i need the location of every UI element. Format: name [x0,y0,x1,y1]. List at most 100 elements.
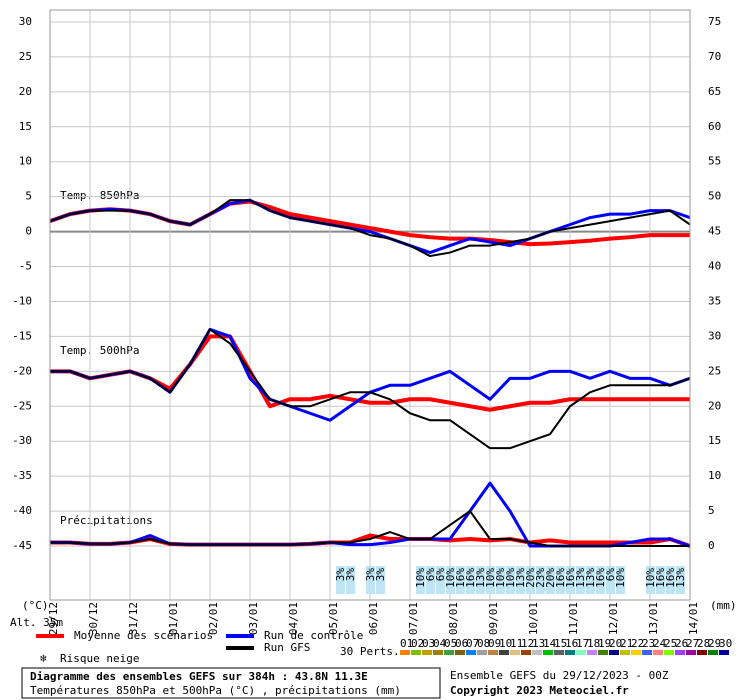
member-swatch [697,650,707,655]
x-tick-label: 03/01 [247,602,260,635]
member-label: 13 [532,637,545,650]
snow-risk-box [486,566,495,594]
y-tick-label: -30 [12,434,32,447]
snow-risk-label: 10% [414,568,427,588]
member-label: 05 [444,637,457,650]
x-tick-label: 07/01 [407,602,420,635]
member-swatch [653,650,663,655]
snow-risk-box [616,566,625,594]
snow-risk-box [516,566,525,594]
y2-tick-label: 0 [708,539,715,552]
member-swatch [543,650,553,655]
snow-risk-box [476,566,485,594]
altitude: Alt. 35m [10,616,63,629]
member-label: 09 [488,637,501,650]
member-swatch [598,650,608,655]
series-line [49,199,691,258]
member-label: 22 [631,637,644,650]
member-label: 21 [620,637,633,650]
x-tick-label: 30/12 [87,602,100,635]
member-swatch [631,650,641,655]
snow-risk-box [646,566,655,594]
snow-risk-label: 3% [374,568,387,582]
snow-risk-box [546,566,555,594]
x-tick-label: 13/01 [647,602,660,635]
legend-label: Run GFS [264,641,310,654]
x-tick-label: 02/01 [207,602,220,635]
y-tick-label: -15 [12,329,32,342]
x-tick-label: 01/01 [167,602,180,635]
title-box [21,667,441,699]
y-tick-label: -5 [19,260,32,273]
snow-risk-box [426,566,435,594]
member-label: 16 [565,637,578,650]
member-swatch [565,650,575,655]
legend-label: Moyenne des scénarios [74,629,213,642]
x-tick-label: 05/01 [327,602,340,635]
y-tick-label: 15 [19,120,32,133]
snow-risk-label: 13% [514,568,527,588]
snow-risk-label: 16% [654,568,667,588]
chart-title: Diagramme des ensembles GEFS sur 384h : … [30,670,368,683]
snow-risk-box [526,566,535,594]
snow-risk-box [446,566,455,594]
snow-risk-label: 23% [534,568,547,588]
snow-risk-box [576,566,585,594]
snow-risk-box [536,566,545,594]
snow-risk-box [336,566,345,594]
member-swatch [433,650,443,655]
member-label: 14 [543,637,557,650]
member-label: 24 [653,637,667,650]
snow-icon: ❄ [40,652,47,665]
snow-risk-label: 6% [604,568,617,582]
member-label: 03 [422,637,435,650]
snow-risk-box [676,566,685,594]
member-swatch [587,650,597,655]
member-label: 12 [521,637,534,650]
member-label: 27 [686,637,699,650]
member-label: 23 [642,637,655,650]
snow-risk-label: 3% [334,568,347,582]
member-swatch [422,650,432,655]
snow-risk-box [436,566,445,594]
snow-risk-box [466,566,475,594]
y2-tick-label: 5 [708,504,715,517]
snow-risk-label: 3% [344,568,357,582]
snow-risk-label: 13% [674,568,687,588]
x-tick-label: 31/12 [127,602,140,635]
member-swatch [411,650,421,655]
member-label: 25 [664,637,677,650]
x-tick-label: 09/01 [487,602,500,635]
member-swatch [554,650,564,655]
snow-risk-label: 16% [454,568,467,588]
snow-legend: Risque neige [60,652,139,665]
x-tick-label: 08/01 [447,602,460,635]
y2-tick-label: 60 [708,120,721,133]
member-swatch [642,650,652,655]
member-swatch [620,650,630,655]
y2-tick-label: 55 [708,155,721,168]
y2-tick-label: 25 [708,364,721,377]
snow-risk-label: 3% [364,568,377,582]
x-tick-label: 06/01 [367,602,380,635]
y2-tick-label: 45 [708,225,721,238]
member-label: 02 [411,637,424,650]
snow-risk-label: 10% [444,568,457,588]
x-tick-label: 11/01 [567,602,580,635]
member-label: 18 [587,637,600,650]
member-swatch [499,650,509,655]
x-tick-label: 10/01 [527,602,540,635]
snow-risk-label: 6% [434,568,447,582]
member-label: 01 [400,637,413,650]
snow-risk-box [456,566,465,594]
y2-unit: (mm) [710,599,737,612]
snow-risk-label: 10% [614,568,627,588]
snow-risk-box [496,566,505,594]
snow-risk-label: 13% [574,568,587,588]
snow-risk-box [346,566,355,594]
x-tick-label: 29/12 [47,602,60,635]
member-swatch [708,650,718,655]
y-tick-label: -35 [12,469,32,482]
snow-risk-box [376,566,385,594]
snow-risk-box [666,566,675,594]
